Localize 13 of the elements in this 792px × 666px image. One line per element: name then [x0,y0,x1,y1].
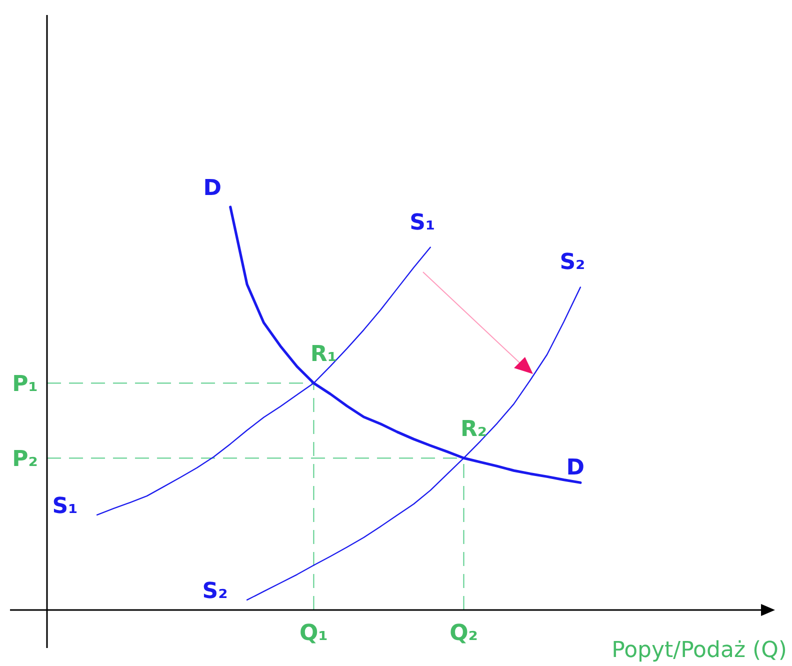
ref-line-label: P₁ [12,372,38,398]
text: S₁ [52,494,78,519]
series-label: D [566,456,585,481]
x-tick-label: Q₂ [450,621,478,646]
x-tick-label: Q₁ [300,621,328,646]
x-axis-title: Popyt/Podaż (Q) [612,638,787,663]
series-label: S₂ [560,250,586,276]
annotation: R₁ [310,342,338,368]
ref-line-label: P₂ [12,447,38,472]
annotation: R₂ [460,417,488,442]
series-label: S₁ [410,210,436,236]
text: D [203,176,222,201]
text: S₂ [202,578,228,604]
